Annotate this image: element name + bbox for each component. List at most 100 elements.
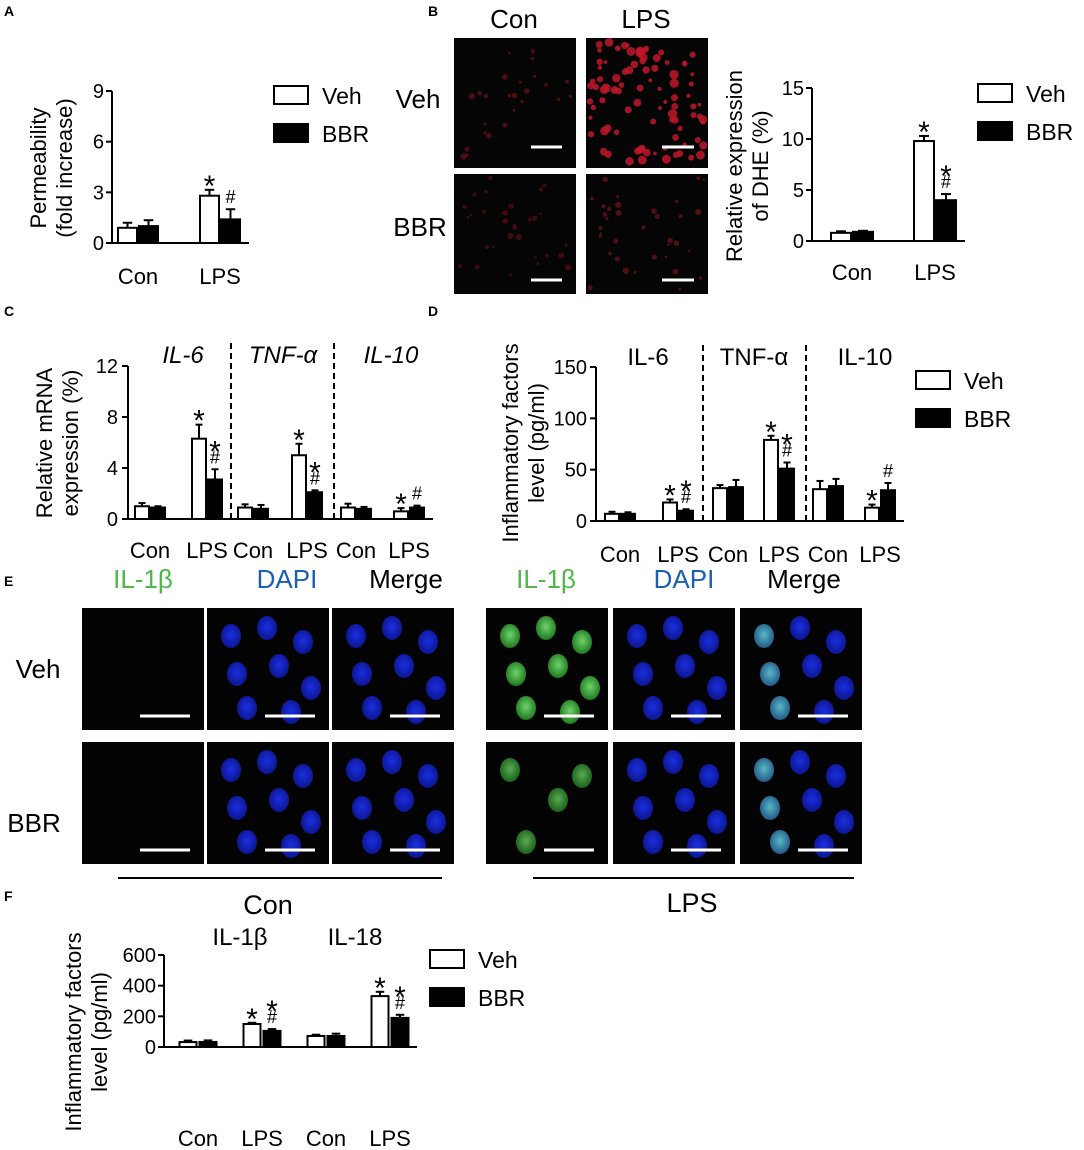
dhe-spot <box>597 47 602 53</box>
cell-nucleus <box>548 788 568 812</box>
micrograph-grid-e <box>82 608 862 864</box>
y-tick-label: 15 <box>782 78 804 100</box>
x-category-label: Con <box>808 542 848 567</box>
dhe-spot <box>587 131 595 138</box>
dhe-spot <box>678 287 682 291</box>
dhe-spot <box>484 189 488 194</box>
cell-nucleus <box>426 676 446 700</box>
cell-nucleus <box>500 624 520 648</box>
cell-nucleus <box>663 616 683 640</box>
y-tick-label: 10 <box>782 129 804 151</box>
cell-nucleus <box>834 810 854 834</box>
dhe-spot <box>672 151 680 158</box>
cell-nucleus <box>633 662 653 686</box>
cell-nucleus <box>293 630 313 654</box>
cell-nucleus <box>580 676 600 700</box>
dhe-spot <box>469 213 473 217</box>
dhe-spot <box>690 72 695 77</box>
group-label: IL-10 <box>364 342 419 369</box>
y-tick-label: 0 <box>793 231 804 253</box>
dhe-spot <box>564 79 569 84</box>
cell-nucleus <box>802 654 822 678</box>
cell-nucleus <box>536 616 556 640</box>
star-annotation: * <box>394 981 406 1014</box>
cell-nucleus <box>687 700 707 724</box>
bar-bbr <box>150 506 166 520</box>
dhe-spot <box>530 56 535 61</box>
cell-nucleus <box>572 764 592 788</box>
dhe-spot <box>599 232 602 235</box>
dhe-spot <box>488 175 493 181</box>
cell-nucleus <box>301 676 321 700</box>
panel-letter-b: B <box>428 3 438 19</box>
dhe-spot <box>696 176 701 181</box>
dhe-spot <box>531 215 538 221</box>
star-annotation: * <box>193 405 205 438</box>
bar-bbr <box>935 199 957 242</box>
micro-e-group-lps: LPS <box>666 888 717 918</box>
hash-annotation: # <box>412 484 422 504</box>
bar-bbr <box>728 486 744 522</box>
cell-nucleus <box>627 624 647 648</box>
dhe-spot <box>596 76 604 83</box>
dhe-spot <box>688 81 694 87</box>
x-category-label: Con <box>233 538 273 563</box>
cell-nucleus <box>663 750 683 774</box>
dhe-spot <box>674 199 679 204</box>
y-axis-label-line2: level (pg/ml) <box>524 383 549 503</box>
group-label: IL-6 <box>627 344 668 371</box>
dhe-spot <box>485 132 492 139</box>
dhe-spot <box>650 118 657 125</box>
group-label: TNF-α <box>249 342 319 369</box>
cell-nucleus <box>802 788 822 812</box>
dhe-spot <box>698 276 703 280</box>
y-tick-label: 0 <box>145 1037 156 1059</box>
hash-annotation: # <box>782 440 792 460</box>
dhe-spot <box>536 262 540 266</box>
cell-nucleus <box>418 764 438 788</box>
chart-f: 0 200 400 600 Inflammatory factors level (pg/… <box>61 924 525 1150</box>
cell-nucleus <box>643 830 663 854</box>
legend-label-veh: Veh <box>322 83 362 109</box>
cell-nucleus <box>418 630 438 654</box>
cell-nucleus <box>790 750 810 774</box>
y-axis-label-line2: (fold increase) <box>52 98 77 237</box>
legend-swatch-veh <box>273 85 309 105</box>
dhe-spot <box>524 88 530 94</box>
cell-nucleus <box>790 616 810 640</box>
dhe-spot <box>518 80 522 84</box>
y-axis-label: Permeability <box>26 107 51 228</box>
dhe-spot <box>465 153 469 157</box>
cell-nucleus <box>394 788 414 812</box>
dhe-spot <box>588 115 593 120</box>
cell-nucleus <box>406 834 426 858</box>
legend-swatch-bbr <box>273 123 309 143</box>
x-category-label: LPS <box>657 542 699 567</box>
cell-nucleus <box>560 700 580 724</box>
dhe-spot <box>635 46 645 56</box>
x-category-label: Con <box>306 1126 346 1150</box>
dhe-spot <box>606 206 612 212</box>
y-tick-label: 8 <box>107 407 118 429</box>
legend-swatch-veh <box>977 83 1013 103</box>
micro-e-ch-dapi-lps: DAPI <box>654 564 715 594</box>
cell-nucleus <box>760 662 780 686</box>
dhe-spot <box>613 129 620 135</box>
micro-e-row-veh: Veh <box>16 654 61 684</box>
dhe-spot <box>672 268 679 275</box>
dhe-spot <box>602 176 608 183</box>
cell-nucleus <box>675 654 695 678</box>
dhe-spot <box>508 51 511 55</box>
x-category-label: Con <box>336 538 376 563</box>
bar-bbr <box>390 1016 410 1048</box>
y-tick-label: 0 <box>93 233 104 255</box>
star-annotation: * <box>204 170 216 203</box>
cell-nucleus <box>227 662 247 686</box>
dhe-spot <box>657 86 662 91</box>
dhe-spot <box>530 49 536 54</box>
y-axis-label: Inflammatory factors <box>61 932 86 1131</box>
legend-swatch-veh <box>429 949 465 969</box>
